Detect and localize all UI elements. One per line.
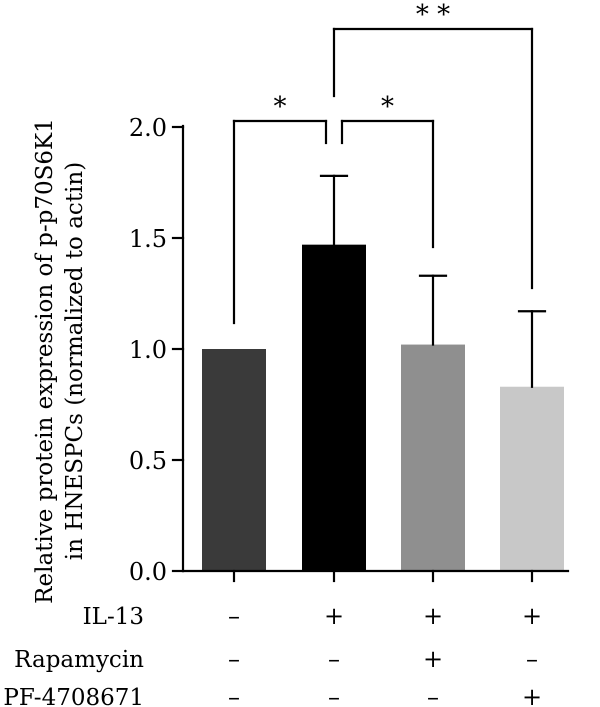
treatment-sign-3-3: –	[427, 683, 439, 707]
treatment-label-1: IL-13	[83, 604, 144, 630]
treatment-sign-2-3: +	[423, 645, 443, 673]
treatment-label-3: PF-4708671	[3, 685, 144, 707]
y-tick-label-3: 1.5	[129, 225, 167, 253]
treatment-sign-2-2: –	[328, 645, 340, 673]
y-axis-label-line-2: in HNESPCs (normalized to actin)	[62, 162, 88, 560]
treatment-sign-3-2: –	[328, 683, 340, 707]
y-tick-label-4: 2.0	[129, 114, 167, 142]
treatment-sign-2-1: –	[228, 645, 240, 673]
treatment-label-2: Rapamycin	[14, 647, 144, 673]
sig-label-2: *	[381, 92, 394, 122]
y-axis-label-line-1: Relative protein expression of p-p70S6K1	[32, 118, 58, 604]
sig-label-3: * *	[416, 0, 450, 30]
bar-1	[202, 349, 266, 571]
y-tick-label-2: 1.0	[129, 336, 167, 364]
treatment-sign-1-2: +	[324, 602, 344, 630]
sig-label-1: *	[274, 92, 287, 122]
treatment-sign-2-4: –	[526, 645, 538, 673]
y-tick-label-1: 0.5	[129, 447, 167, 475]
bar-4	[500, 386, 564, 571]
bar-2	[302, 244, 366, 571]
treatment-sign-1-3: +	[423, 602, 443, 630]
bar-3	[401, 344, 465, 571]
y-tick-label-0: 0.0	[129, 558, 167, 586]
treatment-sign-1-1: –	[228, 602, 240, 630]
treatment-sign-3-1: –	[228, 683, 240, 707]
treatment-sign-3-4: +	[522, 683, 542, 707]
treatment-sign-1-4: +	[522, 602, 542, 630]
